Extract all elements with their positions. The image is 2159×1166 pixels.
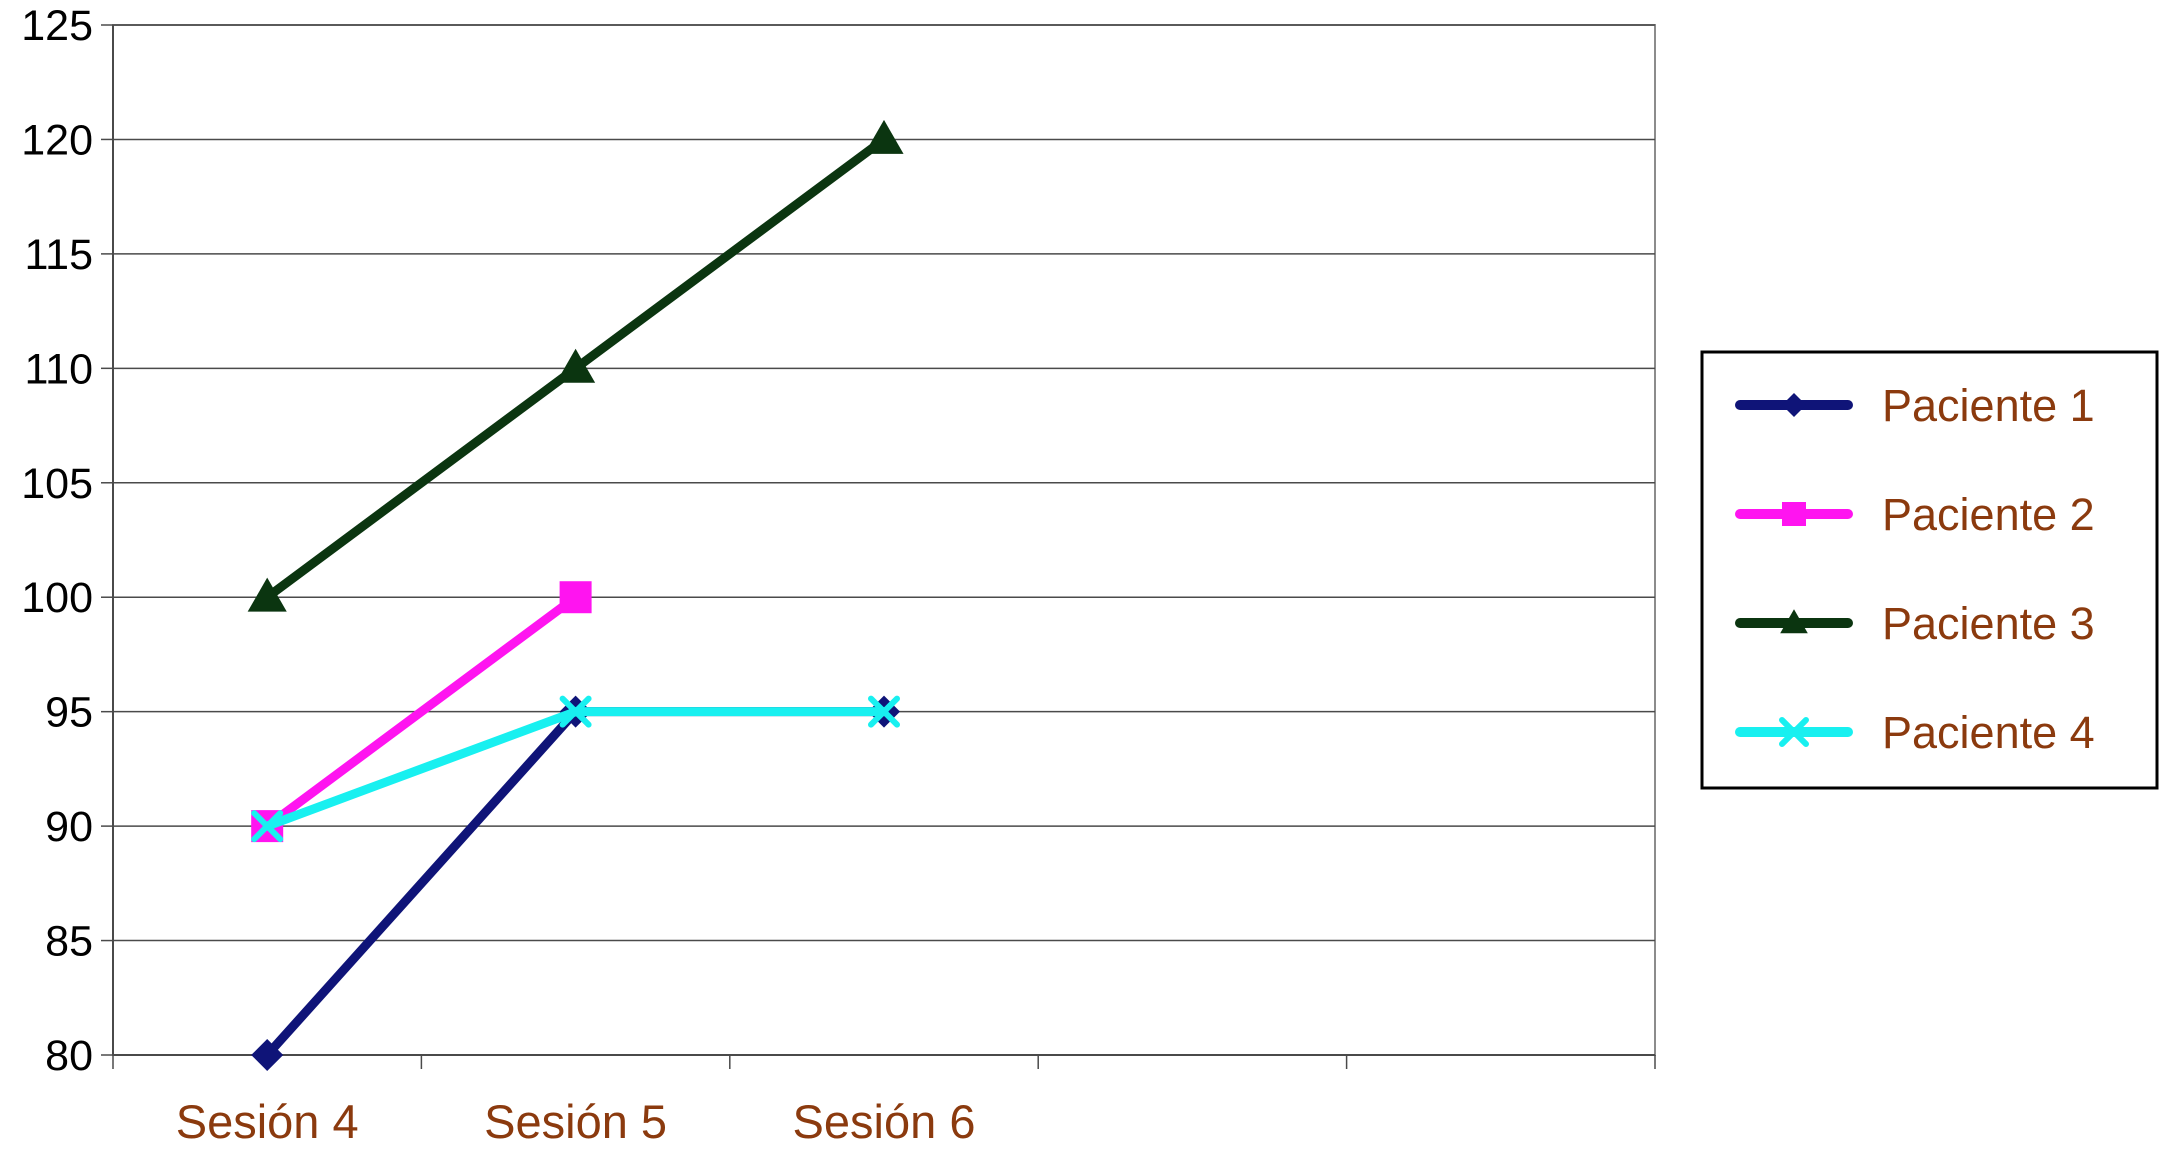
series-3: [247, 119, 904, 612]
y-tick-label: 110: [24, 345, 93, 393]
data-point: [251, 1039, 284, 1071]
data-point: [251, 810, 284, 843]
data-point: [868, 695, 900, 728]
y-tick-label: 125: [21, 2, 93, 50]
y-tick-label: 105: [21, 460, 93, 508]
y-tick-label: 100: [21, 574, 93, 622]
y-tick-label: 115: [24, 231, 93, 279]
legend-item: Paciente 4: [1735, 707, 2095, 758]
y-tick-label: 95: [45, 689, 93, 737]
data-point: [559, 695, 592, 728]
legend-item: Paciente 2: [1735, 489, 2095, 540]
legend-marker: [1779, 717, 1809, 747]
data-point: [247, 577, 287, 612]
y-tick-label: 85: [45, 918, 93, 966]
data-point: [559, 581, 592, 614]
legend-label: Paciente 3: [1882, 598, 2095, 649]
y-tick-label: 120: [21, 116, 93, 164]
legend-item: Paciente 3: [1735, 598, 2095, 649]
legend-label: Paciente 4: [1882, 707, 2095, 758]
data-point: [556, 348, 596, 383]
legend-item: Paciente 1: [1735, 380, 2095, 431]
legend-label: Paciente 1: [1882, 380, 2095, 431]
legend-marker: [1782, 502, 1806, 526]
y-tick-label: 80: [45, 1032, 93, 1080]
legend-label: Paciente 2: [1882, 489, 2095, 540]
plot-area: [112, 24, 1656, 1056]
legend-marker: [1780, 609, 1808, 634]
legend-marker: [1782, 393, 1806, 417]
legend-box: [1700, 350, 2159, 790]
data-point: [864, 119, 904, 154]
y-tick-label: 90: [45, 803, 93, 851]
series-line: [262, 592, 581, 831]
x-tick-label: Sesión 4: [176, 1095, 359, 1148]
legend: Paciente 1 Paciente 2 Paciente 3 Paciente 4: [1700, 350, 2159, 790]
x-tick-label: Sesión 6: [793, 1095, 976, 1148]
series-4: [251, 695, 900, 843]
x-tick-label: Sesión 5: [484, 1095, 667, 1148]
